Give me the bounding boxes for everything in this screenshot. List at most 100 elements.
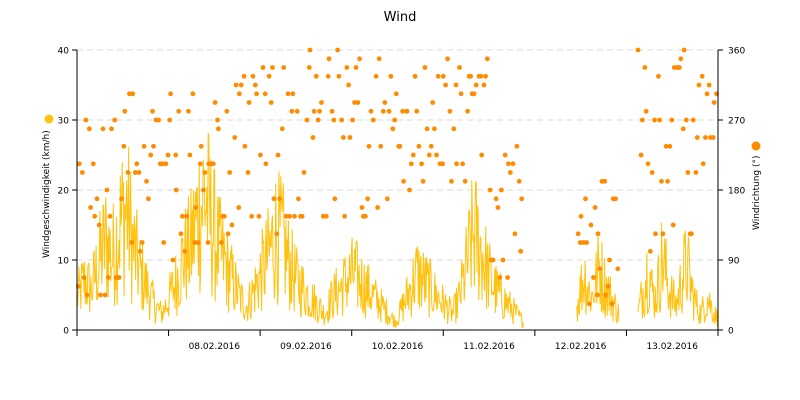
direction-point	[518, 248, 524, 254]
direction-point	[121, 143, 127, 149]
x-tick-label: 09.02.2016	[280, 342, 332, 352]
direction-point	[249, 213, 255, 219]
direction-point	[359, 205, 365, 210]
direction-point	[352, 100, 357, 105]
direction-point	[575, 231, 581, 237]
y-tick-label-right: 0	[728, 327, 734, 337]
direction-point	[595, 292, 600, 298]
direction-point	[416, 143, 422, 149]
direction-point	[505, 275, 510, 280]
legend-speed-dot	[44, 114, 54, 124]
direction-point	[642, 65, 648, 70]
direction-point	[119, 196, 124, 202]
direction-point	[669, 117, 675, 123]
direction-point	[635, 47, 641, 53]
direction-point	[329, 108, 335, 114]
direction-point	[186, 108, 191, 114]
direction-point	[652, 117, 657, 123]
direction-point	[519, 196, 525, 202]
direction-point	[184, 213, 190, 219]
direction-point	[704, 91, 710, 97]
direction-point	[326, 56, 332, 62]
direction-point	[201, 187, 206, 193]
direction-point	[454, 161, 459, 167]
direction-point	[236, 91, 242, 97]
direction-point	[657, 117, 662, 123]
direction-point	[178, 231, 184, 237]
direction-point	[307, 47, 313, 53]
direction-point	[346, 82, 351, 88]
x-tick-label: 10.02.2016	[372, 342, 424, 352]
direction-point	[401, 178, 406, 184]
direction-point	[700, 161, 706, 167]
direction-point	[94, 196, 100, 202]
direction-point	[443, 82, 448, 88]
direction-point	[289, 108, 295, 114]
direction-point	[603, 292, 608, 298]
direction-point	[386, 108, 392, 114]
direction-point	[311, 108, 317, 114]
direction-point	[419, 161, 424, 167]
direction-point	[412, 73, 418, 79]
direction-point	[435, 73, 441, 79]
y-tick-label-right: 90	[728, 257, 740, 267]
direction-point	[693, 170, 699, 175]
direction-point	[440, 161, 445, 167]
direction-point	[92, 213, 98, 219]
direction-point	[159, 161, 165, 167]
direction-point	[241, 73, 247, 79]
direction-point	[453, 82, 459, 88]
direction-point	[468, 73, 474, 79]
direction-point	[376, 56, 382, 62]
direction-point	[271, 196, 277, 202]
direction-point	[424, 126, 430, 132]
direction-point	[96, 222, 102, 228]
direction-point	[665, 178, 670, 184]
direction-point	[88, 205, 93, 210]
speed-line	[576, 234, 620, 324]
direction-point	[125, 170, 131, 175]
speed-series	[76, 132, 719, 329]
direction-point	[148, 152, 154, 158]
direction-point	[510, 161, 516, 167]
direction-point	[285, 91, 291, 97]
x-tick-label: 13.02.2016	[646, 342, 698, 352]
direction-point	[150, 108, 156, 114]
direction-point	[195, 240, 201, 245]
direction-point	[197, 161, 203, 167]
y-ticks-left: 0 10 20 30 40	[58, 47, 77, 337]
direction-point	[428, 143, 434, 149]
direction-point	[190, 91, 196, 97]
direction-point	[432, 126, 437, 132]
direction-point	[363, 213, 368, 219]
direction-point	[479, 152, 485, 158]
direction-point	[335, 47, 340, 53]
direction-point	[451, 126, 457, 132]
direction-point	[331, 117, 337, 123]
direction-point	[388, 73, 394, 79]
direction-point	[122, 108, 128, 114]
x-tick-label: 08.02.2016	[189, 342, 241, 352]
direction-point	[216, 126, 221, 132]
direction-point	[173, 187, 179, 193]
direction-point	[591, 275, 596, 280]
direction-point	[407, 187, 412, 193]
direction-point	[497, 275, 503, 280]
direction-point	[373, 73, 379, 79]
direction-point	[232, 135, 238, 140]
direction-point	[168, 91, 174, 97]
direction-point	[274, 231, 280, 237]
direction-point	[422, 65, 428, 70]
direction-point	[703, 135, 708, 140]
direction-point	[645, 161, 651, 167]
speed-line	[637, 222, 719, 328]
direction-point	[583, 196, 588, 202]
direction-point	[440, 73, 446, 79]
direction-point	[680, 126, 686, 132]
direction-point	[156, 117, 161, 123]
direction-point	[107, 213, 113, 219]
direction-point	[129, 240, 135, 245]
direction-point	[347, 135, 353, 140]
direction-point	[676, 65, 682, 70]
direction-point	[711, 100, 717, 105]
